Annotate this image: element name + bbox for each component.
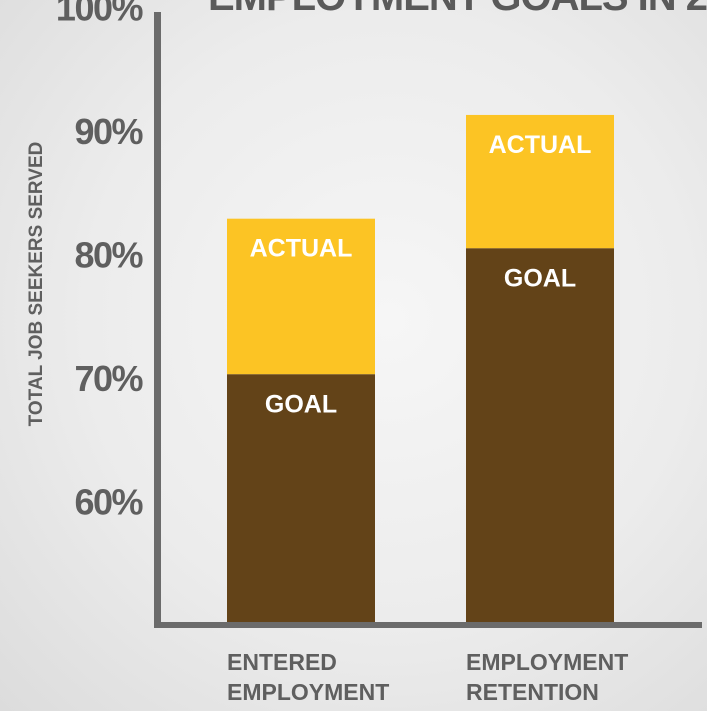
y-tick-label: 100% [56,0,144,29]
x-axis-line [154,622,702,628]
x-axis-categories: ENTERED EMPLOYMENT EMPLOYMENT RETENTION [227,649,628,705]
y-tick-label: 60% [74,482,143,523]
x-category-label: ENTERED [227,649,337,675]
goal-label: GOAL [265,390,337,418]
y-tick-label: 70% [74,358,143,399]
y-tick-label: 80% [74,235,143,276]
actual-label: ACTUAL [489,131,592,159]
x-category-label: RETENTION [466,679,599,705]
y-axis-label: TOTAL JOB SEEKERS SERVED [26,142,47,427]
chart-title: EMPLOYMENT GOALS IN 2013 [208,0,707,19]
y-axis-ticks: 100% 90% 80% 70% 60% [56,0,145,523]
y-tick-label: 90% [74,111,143,152]
bar-actual [227,218,375,375]
bar-actual [466,114,614,249]
goal-label: GOAL [504,264,576,292]
bar-goal [227,374,375,622]
x-category-label: EMPLOYMENT [466,649,628,675]
actual-label: ACTUAL [250,235,353,263]
y-axis-line [154,12,161,628]
y-axis-title: TOTAL JOB SEEKERS SERVED [26,142,47,427]
bars [227,114,614,622]
bar-goal [466,248,614,622]
x-category-label: EMPLOYMENT [227,679,389,705]
segment-labels: ACTUAL GOAL ACTUAL GOAL [250,131,592,418]
